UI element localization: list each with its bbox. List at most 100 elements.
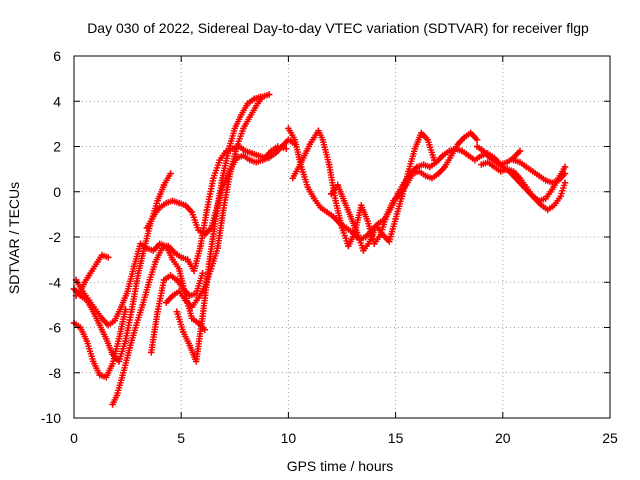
data-series-7 [163, 91, 273, 311]
data-point [105, 254, 112, 261]
data-point [454, 141, 461, 148]
data-point [160, 276, 168, 284]
series-trace [175, 95, 262, 363]
data-point [233, 154, 241, 161]
data-point [379, 231, 386, 238]
data-point [150, 247, 157, 254]
data-point [77, 288, 84, 295]
data-point [145, 279, 153, 286]
data-point [411, 145, 419, 152]
data-series-group [70, 91, 569, 408]
data-point [109, 401, 116, 408]
data-point [325, 161, 333, 168]
data-point [169, 197, 176, 204]
data-point [424, 136, 431, 143]
data-point [111, 317, 118, 324]
data-point [152, 258, 159, 266]
data-series-1 [70, 170, 174, 365]
data-series-11 [289, 127, 481, 250]
data-point [291, 136, 298, 143]
data-point [85, 297, 93, 304]
data-point [90, 265, 97, 272]
grid [74, 56, 610, 418]
data-point [244, 100, 251, 107]
data-point [137, 240, 144, 247]
data-point [201, 231, 208, 238]
data-point [428, 175, 436, 182]
data-point [156, 240, 163, 247]
x-tick-labels: 0 5 10 15 20 25 [70, 430, 618, 446]
data-series-14 [478, 159, 569, 204]
data-point [548, 179, 556, 186]
data-point [135, 270, 142, 277]
data-point [338, 224, 346, 232]
data-point [248, 150, 256, 157]
data-point [143, 224, 151, 232]
data-point [557, 193, 564, 200]
data-point [283, 145, 290, 152]
data-point [143, 245, 151, 252]
data-point [201, 326, 208, 333]
data-point [173, 308, 181, 315]
data-point [345, 242, 352, 250]
data-point [186, 342, 193, 349]
y-tick-label: -6 [49, 320, 62, 336]
data-point [173, 276, 181, 284]
data-point [448, 152, 455, 159]
data-point [491, 163, 498, 171]
data-point [484, 159, 491, 166]
data-point [390, 197, 397, 204]
data-point [105, 322, 112, 329]
data-point [523, 163, 530, 171]
series-plus-markers [289, 127, 481, 250]
data-point [265, 154, 273, 161]
data-point [542, 195, 549, 202]
data-point [458, 147, 466, 155]
data-point [523, 184, 530, 191]
data-point [120, 369, 127, 376]
data-point [154, 197, 161, 204]
data-point [188, 303, 196, 311]
series-plus-markers [72, 240, 208, 333]
data-point [160, 181, 168, 189]
data-point [216, 156, 223, 164]
data-point [182, 202, 189, 209]
data-point [420, 161, 427, 168]
data-point [278, 143, 286, 150]
data-point [186, 292, 193, 299]
data-point [118, 303, 125, 311]
data-point [240, 152, 247, 159]
data-point [478, 161, 485, 168]
data-point [510, 168, 517, 175]
y-tick-label: 2 [53, 139, 61, 155]
data-point [366, 238, 374, 245]
data-point [310, 195, 318, 202]
data-point [542, 177, 549, 184]
data-point [478, 152, 485, 159]
data-point [529, 193, 536, 200]
data-point [323, 208, 331, 216]
data-point [441, 163, 449, 171]
data-point [122, 337, 129, 345]
data-point [167, 170, 174, 177]
y-tick-label: 0 [53, 184, 61, 200]
data-point [85, 272, 93, 279]
data-point [465, 152, 472, 159]
data-point [516, 159, 524, 166]
data-point [103, 335, 110, 342]
data-point [148, 349, 155, 356]
data-point [392, 215, 399, 223]
data-point [169, 256, 176, 263]
data-point [480, 147, 487, 155]
x-tick-label: 20 [495, 430, 511, 446]
data-series-9 [143, 136, 298, 238]
data-point [199, 270, 206, 277]
data-point [561, 170, 569, 177]
data-point [139, 301, 146, 309]
data-point [503, 165, 511, 173]
data-point [115, 335, 123, 342]
data-point [130, 263, 138, 270]
data-point [203, 206, 211, 214]
data-point [233, 143, 241, 150]
